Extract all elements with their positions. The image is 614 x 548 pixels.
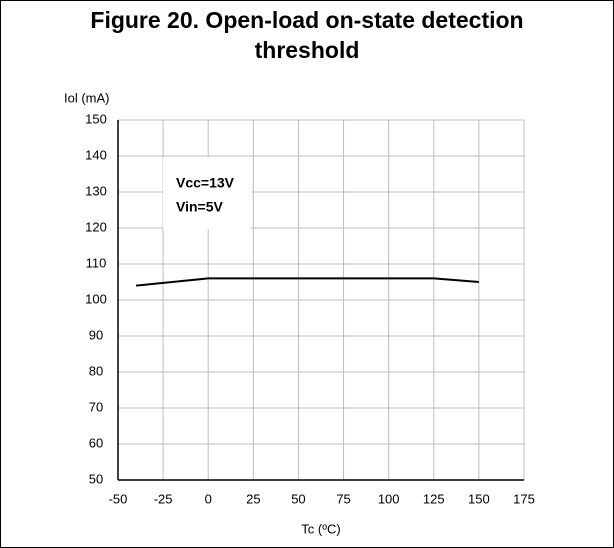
annotation-box bbox=[163, 157, 251, 229]
y-axis-label: Iol (mA) bbox=[64, 90, 110, 105]
x-tick-label: 125 bbox=[423, 491, 445, 506]
chart-title-line-2: threshold bbox=[255, 37, 360, 63]
x-tick-label: -25 bbox=[154, 491, 173, 506]
x-tick-label: 175 bbox=[513, 491, 535, 506]
x-axis-label: Tc (ºC) bbox=[301, 521, 340, 536]
x-tick-label: 75 bbox=[336, 491, 350, 506]
x-tick-label: 150 bbox=[468, 491, 490, 506]
y-tick-label: 130 bbox=[85, 183, 107, 198]
y-tick-label: 100 bbox=[85, 291, 107, 306]
y-tick-label: 150 bbox=[85, 111, 107, 126]
y-tick-label: 120 bbox=[85, 219, 107, 234]
x-tick-label: 50 bbox=[291, 491, 305, 506]
y-tick-label: 90 bbox=[89, 327, 103, 342]
y-tick-label: 60 bbox=[89, 435, 103, 450]
x-tick-label: -50 bbox=[109, 491, 128, 506]
y-tick-label: 140 bbox=[85, 147, 107, 162]
y-tick-label: 50 bbox=[89, 471, 103, 486]
x-tick-label: 25 bbox=[246, 491, 260, 506]
x-tick-label: 100 bbox=[378, 491, 400, 506]
y-tick-label: 70 bbox=[89, 399, 103, 414]
annotation: Vin=5V bbox=[176, 199, 223, 215]
annotation: Vcc=13V bbox=[176, 175, 235, 191]
y-tick-label: 110 bbox=[86, 255, 107, 270]
y-tick-label: 80 bbox=[89, 363, 103, 378]
chart-title-line-1: Figure 20. Open-load on-state detection bbox=[90, 7, 523, 33]
data-line bbox=[135, 277, 479, 287]
x-tick-label: 0 bbox=[205, 491, 212, 506]
